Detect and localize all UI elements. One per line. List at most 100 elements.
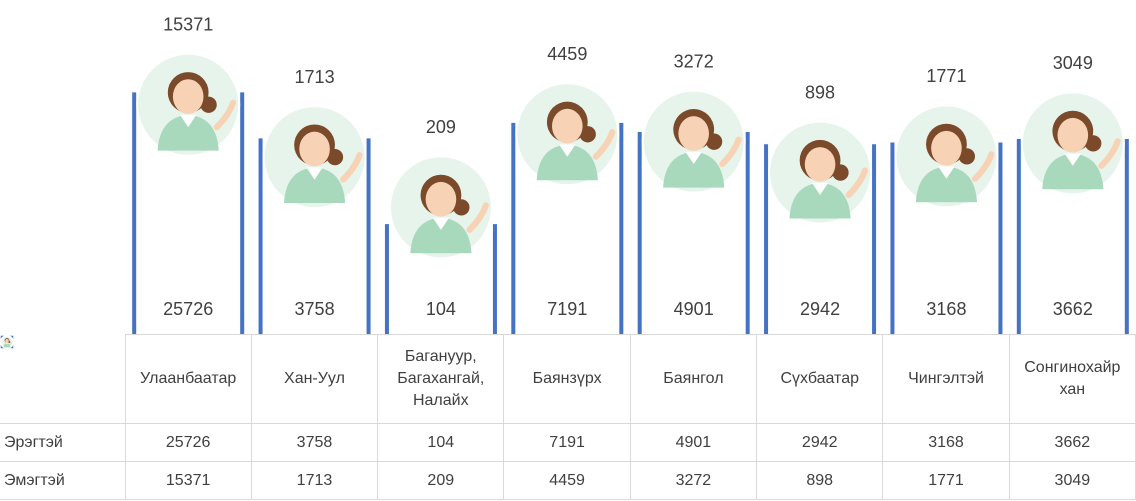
icon-body: [1042, 153, 1104, 190]
table-value: 1771: [882, 461, 1010, 500]
table-value: 3049: [1008, 461, 1136, 500]
bar-group: 2942: [764, 144, 877, 335]
icon-face: [678, 116, 709, 151]
icon-body: [157, 114, 219, 151]
table-value: 3662: [1008, 423, 1136, 462]
icon-bun: [8, 340, 11, 343]
category-label: Хан-Уул: [250, 334, 379, 424]
icon-collar: [685, 151, 702, 165]
corner: [0, 334, 126, 424]
icon-body: [536, 144, 598, 181]
table-value: 15371: [124, 461, 252, 500]
marker: [388, 155, 493, 260]
icon-face: [804, 147, 836, 182]
table-value: 4901: [629, 423, 758, 462]
data-label: 4459: [547, 44, 587, 64]
data-label: 3662: [1053, 299, 1093, 319]
marker: [1020, 91, 1125, 196]
table-value: 3168: [882, 423, 1010, 462]
icon-face: [425, 181, 457, 217]
icon-face: [172, 79, 204, 114]
legend-text: Эрэгтэй: [4, 433, 63, 451]
category-label: Баянгол: [629, 334, 758, 424]
data-label: 3168: [926, 299, 966, 319]
bar-group: 4901: [637, 132, 750, 335]
icon-bun: [579, 126, 596, 143]
icon-hand: [845, 167, 869, 199]
icon-hand: [592, 129, 616, 160]
bar: [890, 142, 1003, 335]
bar: [1016, 138, 1129, 335]
table-value: 7191: [503, 423, 631, 462]
icon-face: [931, 130, 962, 166]
category-label: Сүхбаатар: [756, 334, 884, 424]
icon-collar: [559, 144, 576, 157]
data-label: 15371: [163, 14, 213, 34]
marker: [515, 82, 620, 187]
marker: [768, 120, 873, 225]
bar-group: 3662: [1016, 138, 1129, 335]
plot-area: 25726 15371 3758 1713 104 209 7191 4459 4901 3272…: [132, 14, 1129, 335]
icon-hand: [971, 151, 995, 182]
marker: [262, 105, 367, 210]
table-value: 898: [756, 461, 884, 500]
data-label: 25726: [163, 299, 213, 319]
data-label: 104: [426, 299, 456, 319]
icon-face: [299, 131, 330, 167]
icon-hand: [213, 99, 237, 131]
table-value: 4459: [503, 461, 631, 500]
icon-bun: [958, 148, 975, 165]
marker: [641, 89, 746, 194]
table-value: 3758: [250, 423, 379, 462]
category-label: Улаанбаатар: [124, 334, 252, 424]
icon-bun: [200, 96, 217, 113]
bar-group: 7191: [511, 122, 624, 335]
icon-bun: [1085, 135, 1102, 152]
legend-entry: Эрэгтэй: [0, 335, 126, 462]
bar: [384, 224, 497, 335]
bar: [258, 138, 371, 335]
data-label: 898: [805, 82, 835, 102]
bar-group: 25726: [132, 92, 245, 335]
icon-bun: [326, 148, 344, 166]
icon-collar: [811, 182, 829, 196]
category-label: Баянзүрх: [503, 334, 631, 424]
table-value: 1713: [250, 461, 379, 500]
category-label: Сонгинохайрхан: [1008, 334, 1136, 424]
category-label: Чингэлтэй: [882, 334, 1010, 424]
icon-hand: [466, 202, 489, 233]
table-value: 3272: [629, 461, 758, 500]
icon-body: [915, 166, 978, 203]
data-label: 3272: [674, 51, 714, 71]
data-label: 1771: [926, 66, 966, 86]
table-value: 209: [377, 461, 505, 500]
bar-group: 104: [384, 224, 497, 335]
icon-body: [283, 167, 346, 204]
table-value: 25726: [124, 423, 252, 462]
data-label: 209: [426, 117, 456, 137]
icon-hand: [1098, 138, 1121, 169]
data-table: Улаанбаатар Хан-Уул Багануур, Багахангай, …: [0, 334, 1136, 500]
bar-group: 3758: [258, 138, 371, 335]
table-value: 2942: [756, 423, 884, 462]
icon-bun: [705, 133, 723, 150]
icon-collar: [1064, 153, 1081, 166]
marker: [894, 104, 999, 209]
table-value: 104: [377, 423, 505, 462]
data-label: 1713: [295, 67, 335, 87]
icon-bun: [832, 164, 849, 181]
bar-group: 3168: [890, 142, 1003, 335]
icon-collar: [432, 217, 450, 230]
data-label: 2942: [800, 299, 840, 319]
data-label: 3758: [295, 299, 335, 319]
icon-body: [3, 342, 11, 347]
icon-collar: [6, 342, 8, 345]
icon-collar: [180, 114, 197, 128]
icon-body: [663, 151, 725, 188]
icon-hand: [10, 340, 13, 345]
legend-text: Эмэгтэй: [4, 471, 65, 489]
bar: [132, 92, 245, 335]
icon-face: [5, 338, 9, 343]
icon-collar: [938, 166, 955, 179]
